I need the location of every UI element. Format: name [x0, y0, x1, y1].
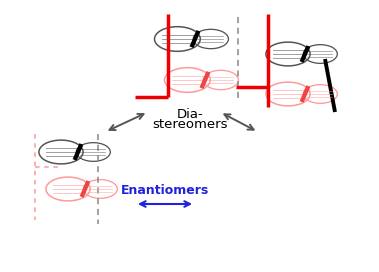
Text: Enantiomers: Enantiomers — [121, 184, 209, 196]
Text: stereomers: stereomers — [152, 118, 228, 131]
Text: Dia-: Dia- — [177, 107, 204, 120]
